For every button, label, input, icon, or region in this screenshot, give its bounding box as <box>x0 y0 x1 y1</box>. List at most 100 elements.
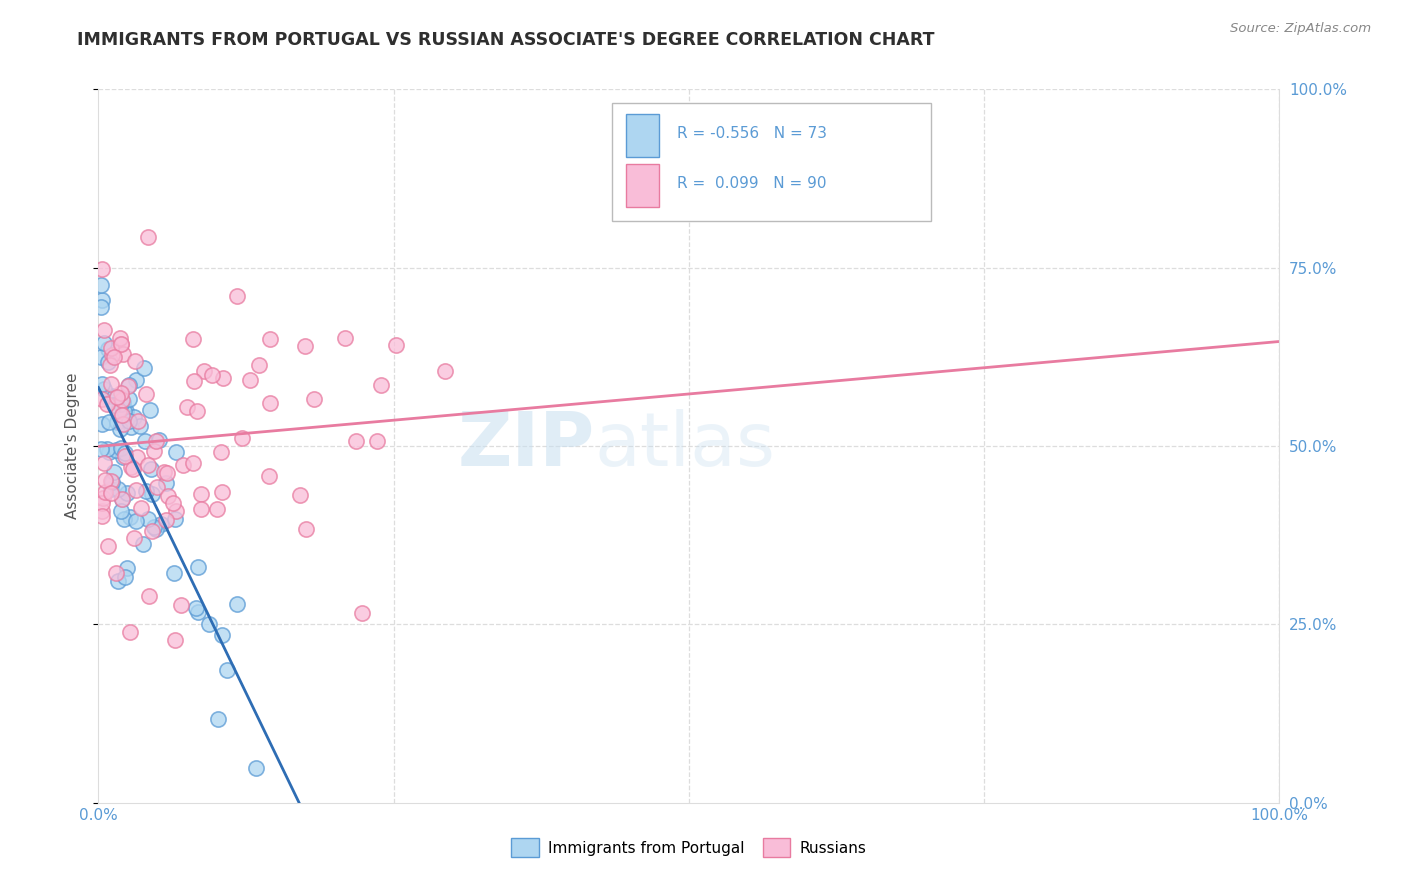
Point <box>120 624 142 639</box>
Point <box>101 389 124 403</box>
Text: ZIP: ZIP <box>457 409 595 483</box>
Point <box>124 515 146 529</box>
Point <box>111 492 134 507</box>
Point <box>98 358 121 372</box>
Point <box>91 262 114 277</box>
Point <box>165 504 187 518</box>
Point <box>259 396 281 410</box>
Point <box>115 486 138 500</box>
Text: R =  0.099   N = 90: R = 0.099 N = 90 <box>678 176 827 191</box>
Point <box>169 598 191 612</box>
Point <box>370 378 392 392</box>
Point <box>135 387 157 401</box>
FancyBboxPatch shape <box>626 114 659 157</box>
Point <box>209 445 232 459</box>
Point <box>90 277 112 292</box>
Point <box>120 509 142 524</box>
Point <box>91 496 114 510</box>
Point <box>181 456 204 470</box>
Point <box>290 488 312 502</box>
Point <box>294 522 316 536</box>
Point <box>153 465 176 479</box>
FancyBboxPatch shape <box>612 103 931 221</box>
Point <box>344 434 367 448</box>
Point <box>434 364 457 378</box>
Point <box>148 433 170 447</box>
Point <box>385 338 408 352</box>
Point <box>108 331 131 345</box>
Point <box>294 339 316 353</box>
Point <box>183 374 205 388</box>
Point <box>91 377 114 392</box>
Point <box>259 332 281 346</box>
Point <box>211 371 233 385</box>
Point <box>98 445 121 459</box>
Point <box>124 353 146 368</box>
Point <box>90 293 112 307</box>
Point <box>97 539 120 553</box>
Point <box>104 566 127 580</box>
Point <box>122 410 145 425</box>
Point <box>122 532 145 546</box>
Point <box>110 393 132 408</box>
Point <box>105 415 128 429</box>
Point <box>114 570 136 584</box>
Point <box>190 502 212 516</box>
Point <box>91 503 114 517</box>
Point <box>90 300 112 314</box>
Point <box>181 332 204 346</box>
Point <box>117 379 139 393</box>
Point <box>100 341 122 355</box>
Point <box>150 517 173 532</box>
Point <box>114 511 136 525</box>
Point <box>145 522 167 536</box>
Point <box>211 628 233 642</box>
Point <box>176 400 198 414</box>
Point <box>112 403 135 417</box>
Point <box>231 431 253 445</box>
Point <box>352 606 374 620</box>
Point <box>105 443 128 458</box>
Point <box>143 444 166 458</box>
Point <box>138 458 160 472</box>
Legend: Immigrants from Portugal, Russians: Immigrants from Portugal, Russians <box>505 832 873 863</box>
Point <box>165 445 187 459</box>
Point <box>91 508 114 523</box>
Point <box>186 600 208 615</box>
Point <box>131 537 153 551</box>
Point <box>97 355 120 369</box>
Point <box>107 483 129 497</box>
Point <box>165 632 187 647</box>
Point <box>136 512 159 526</box>
Point <box>118 414 141 428</box>
Point <box>193 364 215 378</box>
Point <box>127 414 149 428</box>
Point <box>141 487 163 501</box>
Point <box>146 480 169 494</box>
Point <box>211 485 233 500</box>
Point <box>187 605 209 619</box>
Point <box>139 461 162 475</box>
Point <box>118 377 141 392</box>
Point <box>96 442 118 457</box>
Point <box>110 385 132 400</box>
Point <box>162 496 184 510</box>
Point <box>138 229 160 244</box>
Point <box>110 441 132 455</box>
Point <box>257 469 280 483</box>
Point <box>190 487 212 501</box>
Point <box>141 524 163 538</box>
Point <box>101 348 124 362</box>
Point <box>110 397 132 411</box>
Point <box>125 483 148 497</box>
Point <box>90 442 112 457</box>
Point <box>107 403 129 417</box>
Point <box>215 663 238 677</box>
Point <box>187 559 209 574</box>
Text: R = -0.556   N = 73: R = -0.556 N = 73 <box>678 126 827 141</box>
Point <box>125 450 148 465</box>
Point <box>103 398 125 412</box>
Point <box>100 475 122 489</box>
Point <box>155 476 177 491</box>
Point <box>100 486 122 500</box>
